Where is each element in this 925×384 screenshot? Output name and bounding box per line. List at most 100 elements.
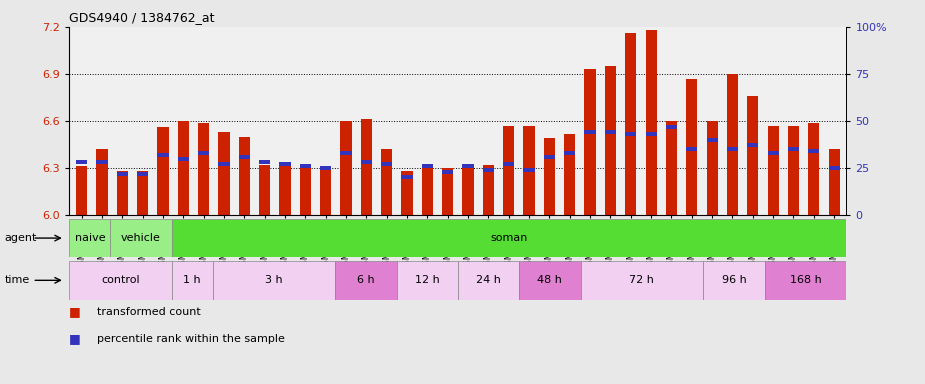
- Bar: [279, 165, 290, 215]
- Text: agent: agent: [5, 233, 37, 243]
- Bar: [442, 168, 453, 215]
- Bar: [747, 96, 758, 215]
- Bar: [361, 119, 372, 215]
- Bar: [503, 126, 514, 215]
- Bar: [605, 130, 616, 134]
- Bar: [198, 151, 209, 155]
- Text: 12 h: 12 h: [414, 275, 439, 285]
- Text: soman: soman: [490, 233, 527, 243]
- Bar: [747, 144, 758, 147]
- Bar: [401, 171, 413, 215]
- Bar: [218, 132, 229, 215]
- Bar: [422, 164, 433, 168]
- Bar: [239, 137, 250, 215]
- Bar: [69, 261, 172, 300]
- Bar: [397, 261, 458, 300]
- Bar: [703, 261, 765, 300]
- Bar: [172, 219, 846, 257]
- Bar: [239, 155, 250, 159]
- Text: 1 h: 1 h: [183, 275, 201, 285]
- Bar: [544, 155, 555, 159]
- Text: 72 h: 72 h: [630, 275, 654, 285]
- Bar: [686, 147, 697, 151]
- Bar: [788, 126, 799, 215]
- Bar: [768, 151, 779, 155]
- Text: 6 h: 6 h: [357, 275, 375, 285]
- Bar: [157, 127, 168, 215]
- Bar: [707, 138, 718, 142]
- Text: transformed count: transformed count: [97, 307, 201, 317]
- Text: 24 h: 24 h: [476, 275, 501, 285]
- Bar: [581, 261, 703, 300]
- Bar: [76, 166, 87, 215]
- Bar: [625, 132, 636, 136]
- Text: ■: ■: [69, 332, 81, 345]
- Bar: [765, 261, 846, 300]
- Bar: [788, 147, 799, 151]
- Bar: [259, 165, 270, 215]
- Text: 168 h: 168 h: [790, 275, 821, 285]
- Bar: [320, 166, 331, 170]
- Bar: [564, 134, 575, 215]
- Bar: [483, 168, 494, 172]
- Bar: [69, 219, 110, 257]
- Bar: [96, 161, 107, 164]
- Bar: [605, 66, 616, 215]
- Bar: [646, 132, 657, 136]
- Bar: [340, 121, 352, 215]
- Bar: [666, 121, 677, 215]
- Bar: [381, 162, 392, 166]
- Bar: [401, 175, 413, 179]
- Bar: [808, 122, 820, 215]
- Bar: [768, 126, 779, 215]
- Bar: [340, 151, 352, 155]
- Text: ■: ■: [69, 305, 81, 318]
- Bar: [829, 166, 840, 170]
- Bar: [259, 161, 270, 164]
- Bar: [422, 165, 433, 215]
- Bar: [625, 33, 636, 215]
- Bar: [218, 162, 229, 166]
- Bar: [137, 171, 148, 215]
- Text: control: control: [101, 275, 140, 285]
- Text: GDS4940 / 1384762_at: GDS4940 / 1384762_at: [69, 11, 215, 24]
- Bar: [503, 162, 514, 166]
- Bar: [117, 172, 128, 175]
- Bar: [519, 261, 581, 300]
- Bar: [178, 121, 189, 215]
- Text: percentile rank within the sample: percentile rank within the sample: [97, 334, 285, 344]
- Bar: [178, 157, 189, 161]
- Bar: [524, 126, 535, 215]
- Bar: [727, 74, 738, 215]
- Text: 96 h: 96 h: [722, 275, 746, 285]
- Bar: [442, 170, 453, 174]
- Bar: [727, 147, 738, 151]
- Bar: [137, 172, 148, 175]
- Bar: [361, 161, 372, 164]
- Bar: [564, 151, 575, 155]
- Bar: [157, 153, 168, 157]
- Bar: [117, 171, 128, 215]
- Text: 48 h: 48 h: [537, 275, 562, 285]
- Bar: [666, 125, 677, 129]
- Bar: [462, 164, 474, 168]
- Bar: [335, 261, 397, 300]
- Bar: [829, 149, 840, 215]
- Bar: [198, 122, 209, 215]
- Bar: [585, 130, 596, 134]
- Text: naive: naive: [75, 233, 105, 243]
- Bar: [110, 219, 172, 257]
- Bar: [320, 170, 331, 215]
- Bar: [300, 165, 311, 215]
- Bar: [381, 149, 392, 215]
- Bar: [76, 161, 87, 164]
- Bar: [462, 168, 474, 215]
- Bar: [458, 261, 519, 300]
- Bar: [808, 149, 820, 153]
- Bar: [686, 79, 697, 215]
- Text: vehicle: vehicle: [121, 233, 161, 243]
- Bar: [172, 261, 213, 300]
- Bar: [300, 164, 311, 168]
- Text: 3 h: 3 h: [265, 275, 283, 285]
- Bar: [646, 30, 657, 215]
